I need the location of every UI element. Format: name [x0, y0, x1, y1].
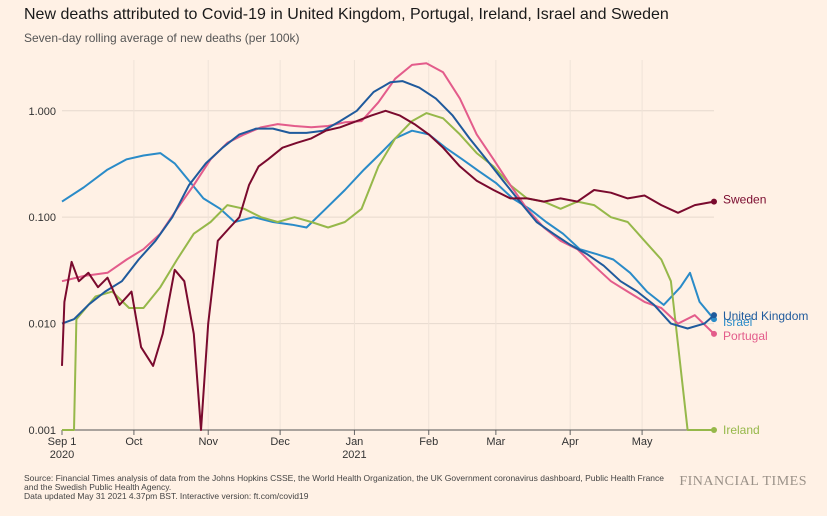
series-line-ireland	[62, 112, 714, 431]
series-line-israel	[61, 129, 715, 320]
y-tick-label: 1.000	[28, 106, 56, 118]
x-tick-label: Sep 1	[48, 436, 77, 448]
y-tick-label: 0.100	[28, 212, 56, 224]
series-end-dot-united-kingdom	[711, 312, 717, 319]
x-tick-year-label: 2021	[342, 449, 366, 461]
x-tick-label: Nov	[198, 436, 218, 448]
source-text: Source: Financial Times analysis of data…	[24, 473, 665, 492]
grid-lines	[62, 60, 714, 431]
source-note: Source: Financial Times analysis of data…	[24, 474, 674, 501]
series-label-united-kingdom: United Kingdom	[723, 309, 808, 323]
chart-title: New deaths attributed to Covid-19 in Uni…	[24, 6, 669, 23]
series-line-sweden	[61, 109, 715, 431]
series-end-dot-ireland	[711, 427, 717, 433]
ft-logo: FINANCIAL TIMES	[679, 474, 807, 489]
series-end-labels: Israel Ireland Portugal United Kingdom Swede…	[723, 193, 808, 437]
series-line-portugal	[61, 62, 715, 335]
series-label-sweden: Sweden	[723, 193, 766, 207]
y-axis: 0.001 0.010 0.100 1.000	[28, 106, 56, 437]
series-label-ireland: Ireland	[723, 423, 760, 437]
y-tick-label: 0.001	[28, 425, 56, 437]
series-lines	[61, 62, 717, 433]
series-label-israel: Israel	[723, 315, 752, 329]
x-tick-label: Dec	[270, 436, 290, 448]
x-tick-label: May	[632, 436, 653, 448]
x-tick-label: Feb	[419, 436, 438, 448]
x-tick-label: Oct	[125, 436, 142, 448]
series-end-dot-sweden	[711, 198, 717, 205]
data-updated-text: Data updated May 31 2021 4.37pm BST. Int…	[24, 491, 309, 501]
series-label-portugal: Portugal	[723, 329, 768, 343]
x-tick-label: Jan	[346, 436, 364, 448]
y-tick-label: 0.010	[28, 319, 56, 331]
x-tick-year-label: 2020	[50, 449, 74, 461]
chart-subtitle: Seven-day rolling average of new deaths …	[24, 31, 300, 45]
series-end-dot-portugal	[711, 330, 717, 337]
x-tick-label: Apr	[562, 436, 579, 448]
x-tick-label: Mar	[486, 436, 505, 448]
series-line-united-kingdom	[61, 80, 715, 330]
